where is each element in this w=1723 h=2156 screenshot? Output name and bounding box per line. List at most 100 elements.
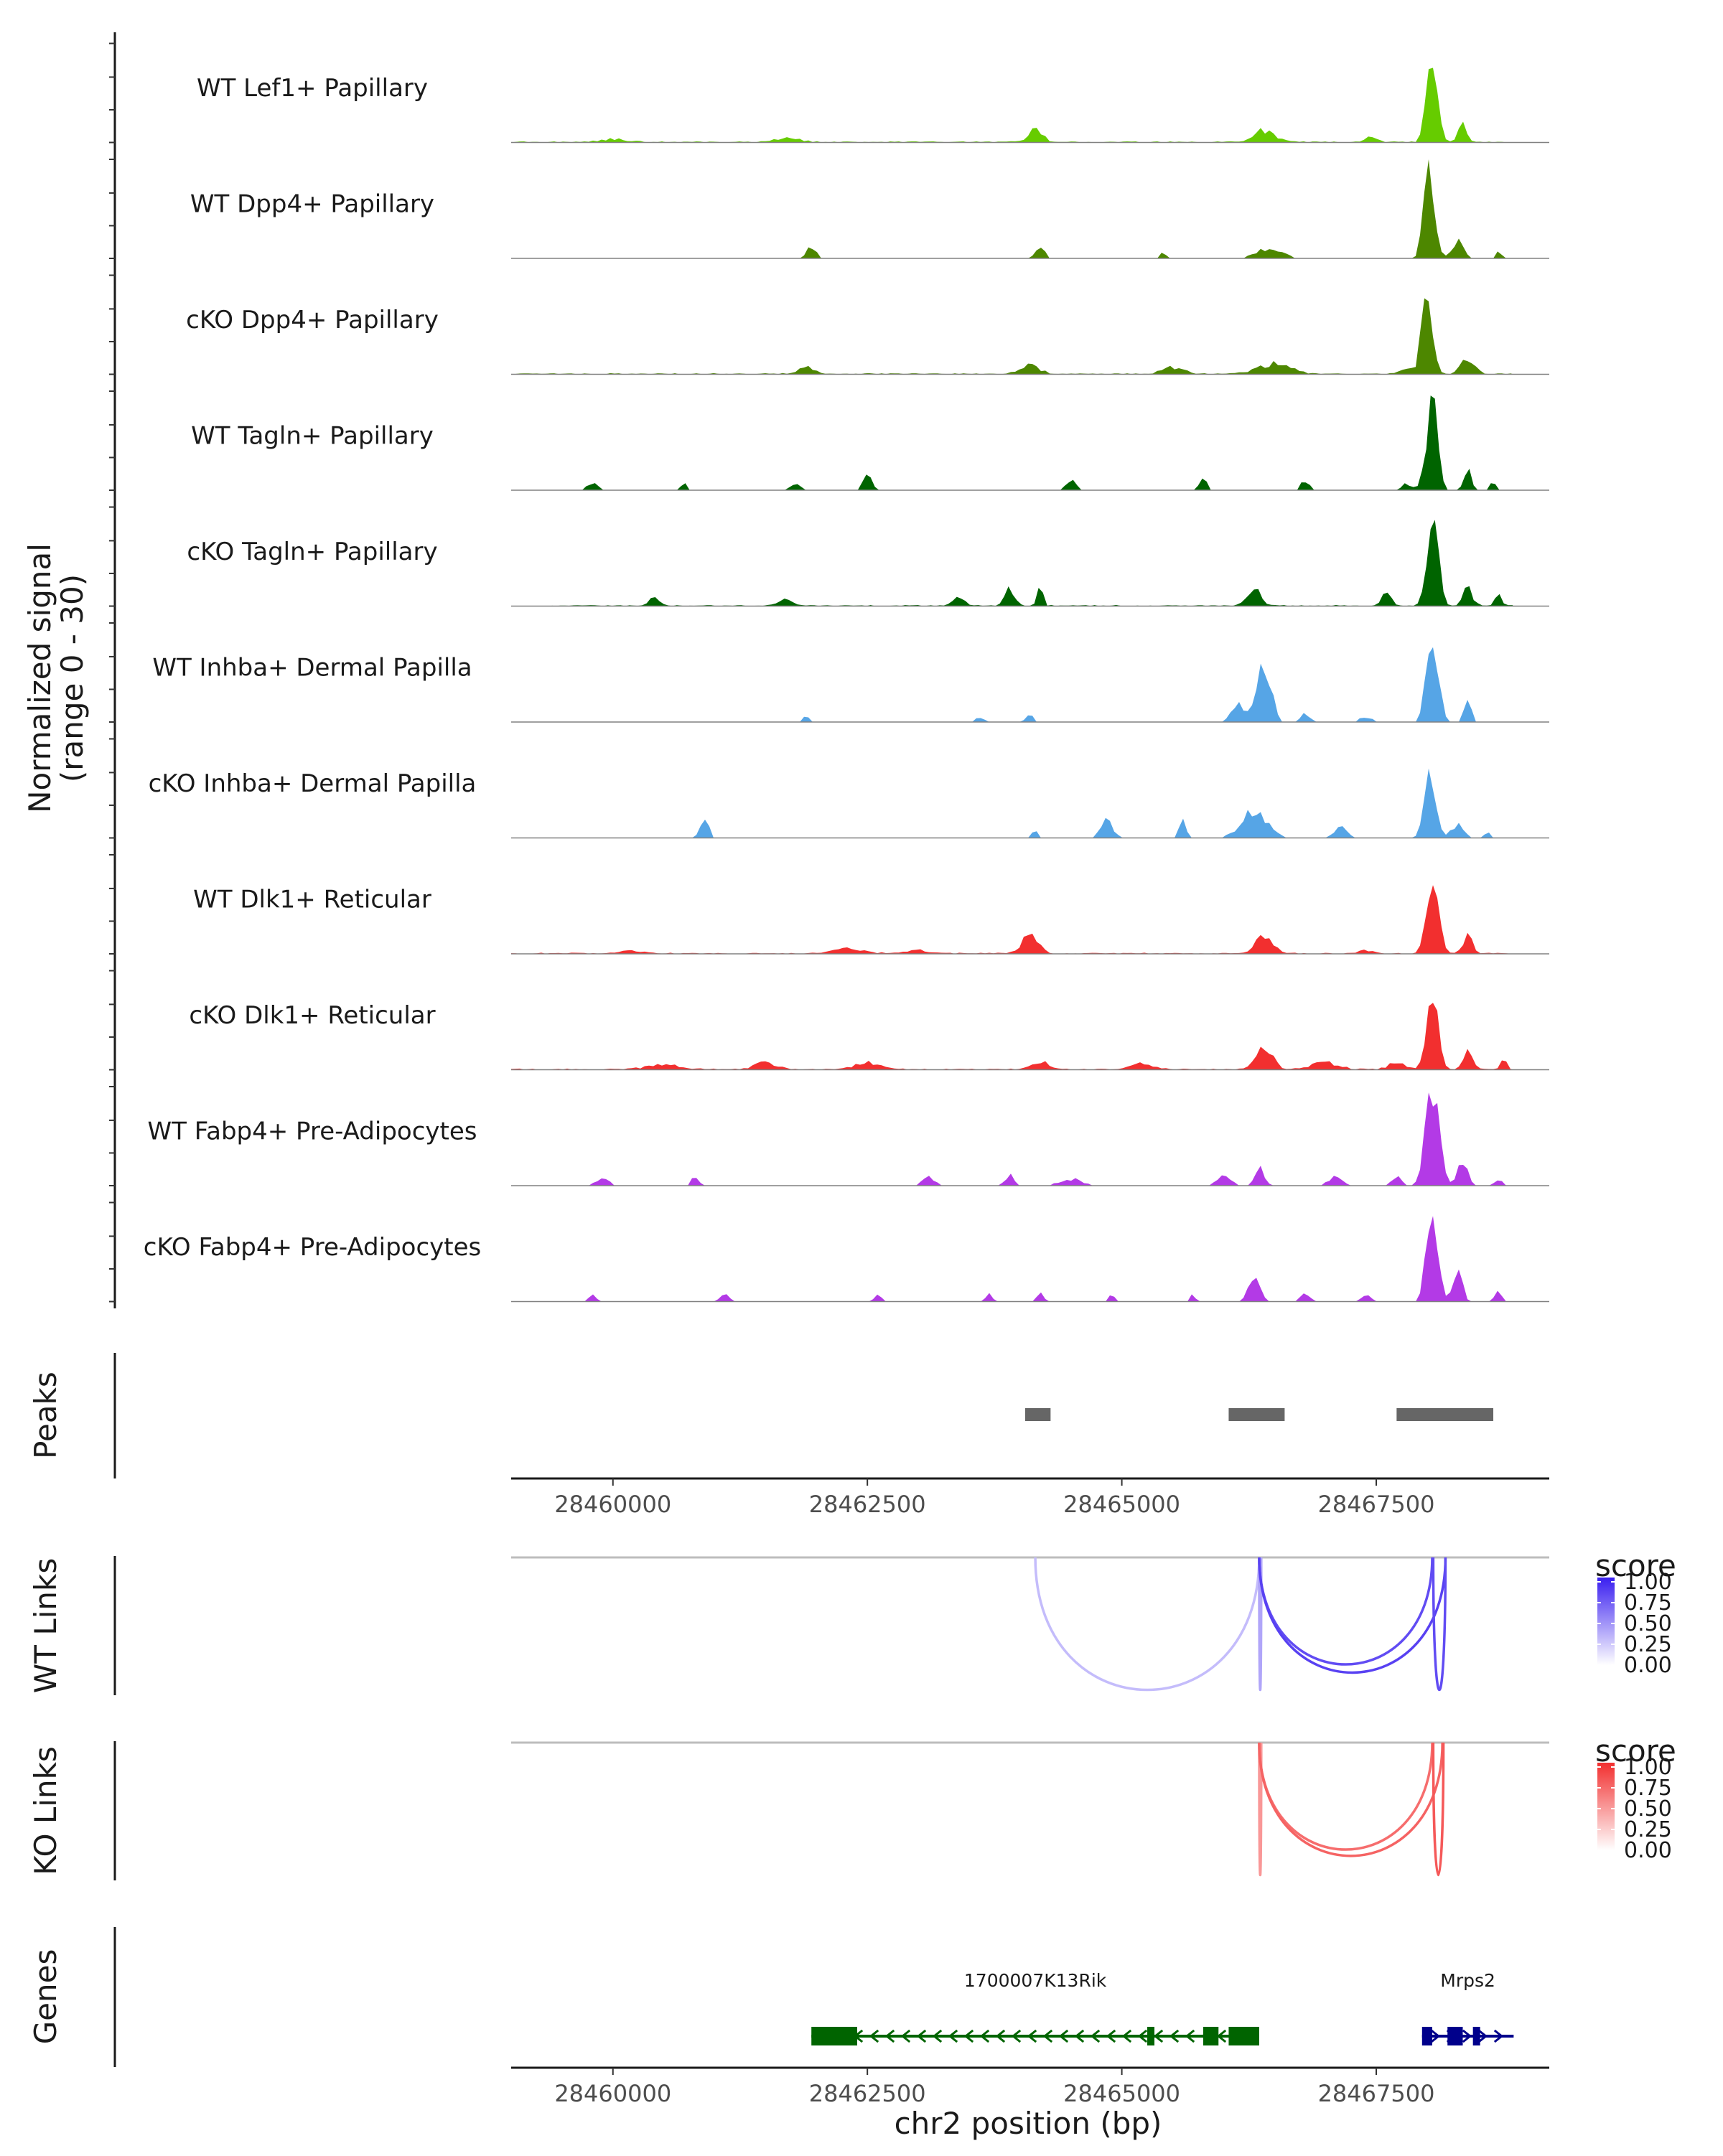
coverage-track: WT Dpp4+ Papillary — [190, 159, 1549, 259]
link-arc — [1034, 1557, 1261, 1692]
strand-chevron — [1090, 2029, 1101, 2043]
y-axis-title: Normalized signal — [22, 543, 57, 813]
coverage-track: cKO Tagln+ Papillary — [187, 520, 1549, 607]
coverage-area — [511, 298, 1514, 375]
gene-exon — [1228, 2027, 1259, 2045]
link-arc — [1258, 1557, 1263, 1691]
x-tick-label: 28462500 — [809, 2080, 926, 2107]
x-axis-title: chr2 position (bp) — [895, 2106, 1162, 2141]
coverage-track: WT Lef1+ Papillary — [197, 67, 1549, 144]
track-label: cKO Fabp4+ Pre-Adipocytes — [144, 1233, 482, 1262]
track-label: WT Tagln+ Papillary — [191, 422, 434, 451]
track-label: WT Dpp4+ Papillary — [190, 190, 434, 219]
x-tick-label: 28467500 — [1318, 1491, 1435, 1518]
x-tick-label: 28467500 — [1318, 2080, 1435, 2107]
strand-chevron — [869, 2029, 879, 2043]
strand-chevron — [1153, 2029, 1164, 2043]
track-label: WT Lef1+ Papillary — [197, 74, 428, 103]
legend-label: 0.00 — [1624, 1653, 1672, 1678]
gene-exon — [1147, 2027, 1155, 2045]
gene-model: Mrps2 — [1421, 1970, 1514, 2045]
strand-chevron — [1137, 2029, 1148, 2043]
strand-chevron — [948, 2029, 958, 2043]
legend-colorbar — [1597, 1763, 1615, 1850]
strand-chevron — [884, 2029, 895, 2043]
coverage-area — [511, 1216, 1514, 1302]
peak-region — [1228, 1408, 1285, 1421]
track-label: cKO Dlk1+ Reticular — [189, 1001, 435, 1030]
strand-chevron — [1185, 2029, 1195, 2043]
legend-label: 1.00 — [1624, 1570, 1672, 1595]
link-arc — [1432, 1742, 1445, 1876]
strand-chevron — [1011, 2029, 1022, 2043]
link-arc — [1258, 1557, 1447, 1674]
legend-label: 0.75 — [1624, 1776, 1672, 1801]
track-label: WT Dlk1+ Reticular — [193, 886, 431, 914]
legend-title: score — [1595, 1548, 1676, 1583]
gene-label: 1700007K13Rik — [964, 1970, 1107, 1991]
x-tick-label: 28462500 — [809, 1491, 926, 1518]
coverage-track: WT Tagln+ Papillary — [191, 395, 1549, 491]
link-arc — [1258, 1742, 1444, 1857]
legend-label: 0.75 — [1624, 1590, 1672, 1616]
track-label: cKO Tagln+ Papillary — [187, 538, 437, 566]
coverage-area — [551, 395, 1514, 490]
peak-region — [1024, 1408, 1051, 1421]
strand-chevron — [1430, 2029, 1441, 2043]
legend-label: 0.50 — [1624, 1796, 1672, 1822]
strand-chevron — [1042, 2029, 1053, 2043]
link-arc — [1432, 1557, 1447, 1691]
legend-label: 0.25 — [1624, 1632, 1672, 1657]
strand-chevron — [1462, 2029, 1472, 2043]
links-track-label: WT Links — [28, 1558, 63, 1693]
coverage-track: WT Fabp4+ Pre-Adipocytes — [148, 1092, 1549, 1186]
legend-colorbar — [1597, 1578, 1615, 1665]
strand-chevron — [1074, 2029, 1085, 2043]
peak-region — [1396, 1408, 1494, 1421]
gene-label: Mrps2 — [1440, 1970, 1495, 1991]
coverage-area — [511, 67, 1514, 143]
coverage-area — [511, 159, 1514, 258]
coverage-track: cKO Inhba+ Dermal Papilla — [149, 768, 1549, 839]
x-tick-label: 28465000 — [1063, 1491, 1180, 1518]
coverage-track: cKO Dlk1+ Reticular — [189, 1001, 1549, 1071]
gene-exon — [1203, 2027, 1219, 2045]
x-tick-label: 28460000 — [554, 2080, 671, 2107]
coverage-track: cKO Dpp4+ Papillary — [186, 298, 1549, 375]
strand-chevron — [1027, 2029, 1037, 2043]
track-label: cKO Inhba+ Dermal Papilla — [149, 769, 477, 798]
strand-chevron — [1058, 2029, 1069, 2043]
gene-model: 1700007K13Rik — [811, 1970, 1259, 2045]
strand-chevron — [1106, 2029, 1116, 2043]
coverage-area — [511, 647, 1514, 722]
x-tick-label: 28460000 — [554, 1491, 671, 1518]
legend-label: 0.25 — [1624, 1817, 1672, 1842]
gene-exon — [1447, 2027, 1463, 2045]
strand-chevron — [1121, 2029, 1132, 2043]
strand-chevron — [1493, 2029, 1504, 2043]
links-track-label: KO Links — [28, 1746, 63, 1875]
coverage-track: WT Inhba+ Dermal Papilla — [152, 647, 1549, 723]
legend-label: 0.50 — [1624, 1611, 1672, 1636]
genes-track-label: Genes — [28, 1949, 63, 2045]
x-tick-label: 28465000 — [1063, 2080, 1180, 2107]
coverage-area — [511, 885, 1514, 954]
strand-chevron — [1477, 2029, 1488, 2043]
y-axis-range: (range 0 - 30) — [55, 574, 90, 782]
strand-chevron — [995, 2029, 1006, 2043]
coverage-area — [551, 520, 1514, 606]
coverage-track: cKO Fabp4+ Pre-Adipocytes — [144, 1216, 1549, 1303]
track-label: cKO Dpp4+ Papillary — [186, 306, 439, 334]
strand-chevron — [932, 2029, 943, 2043]
strand-chevron — [979, 2029, 990, 2043]
gene-exon — [1472, 2027, 1480, 2045]
track-label: WT Fabp4+ Pre-Adipocytes — [148, 1117, 477, 1146]
strand-chevron — [963, 2029, 974, 2043]
legend-title: score — [1595, 1733, 1676, 1768]
coverage-area — [511, 768, 1514, 838]
track-label: WT Inhba+ Dermal Papilla — [152, 654, 472, 683]
